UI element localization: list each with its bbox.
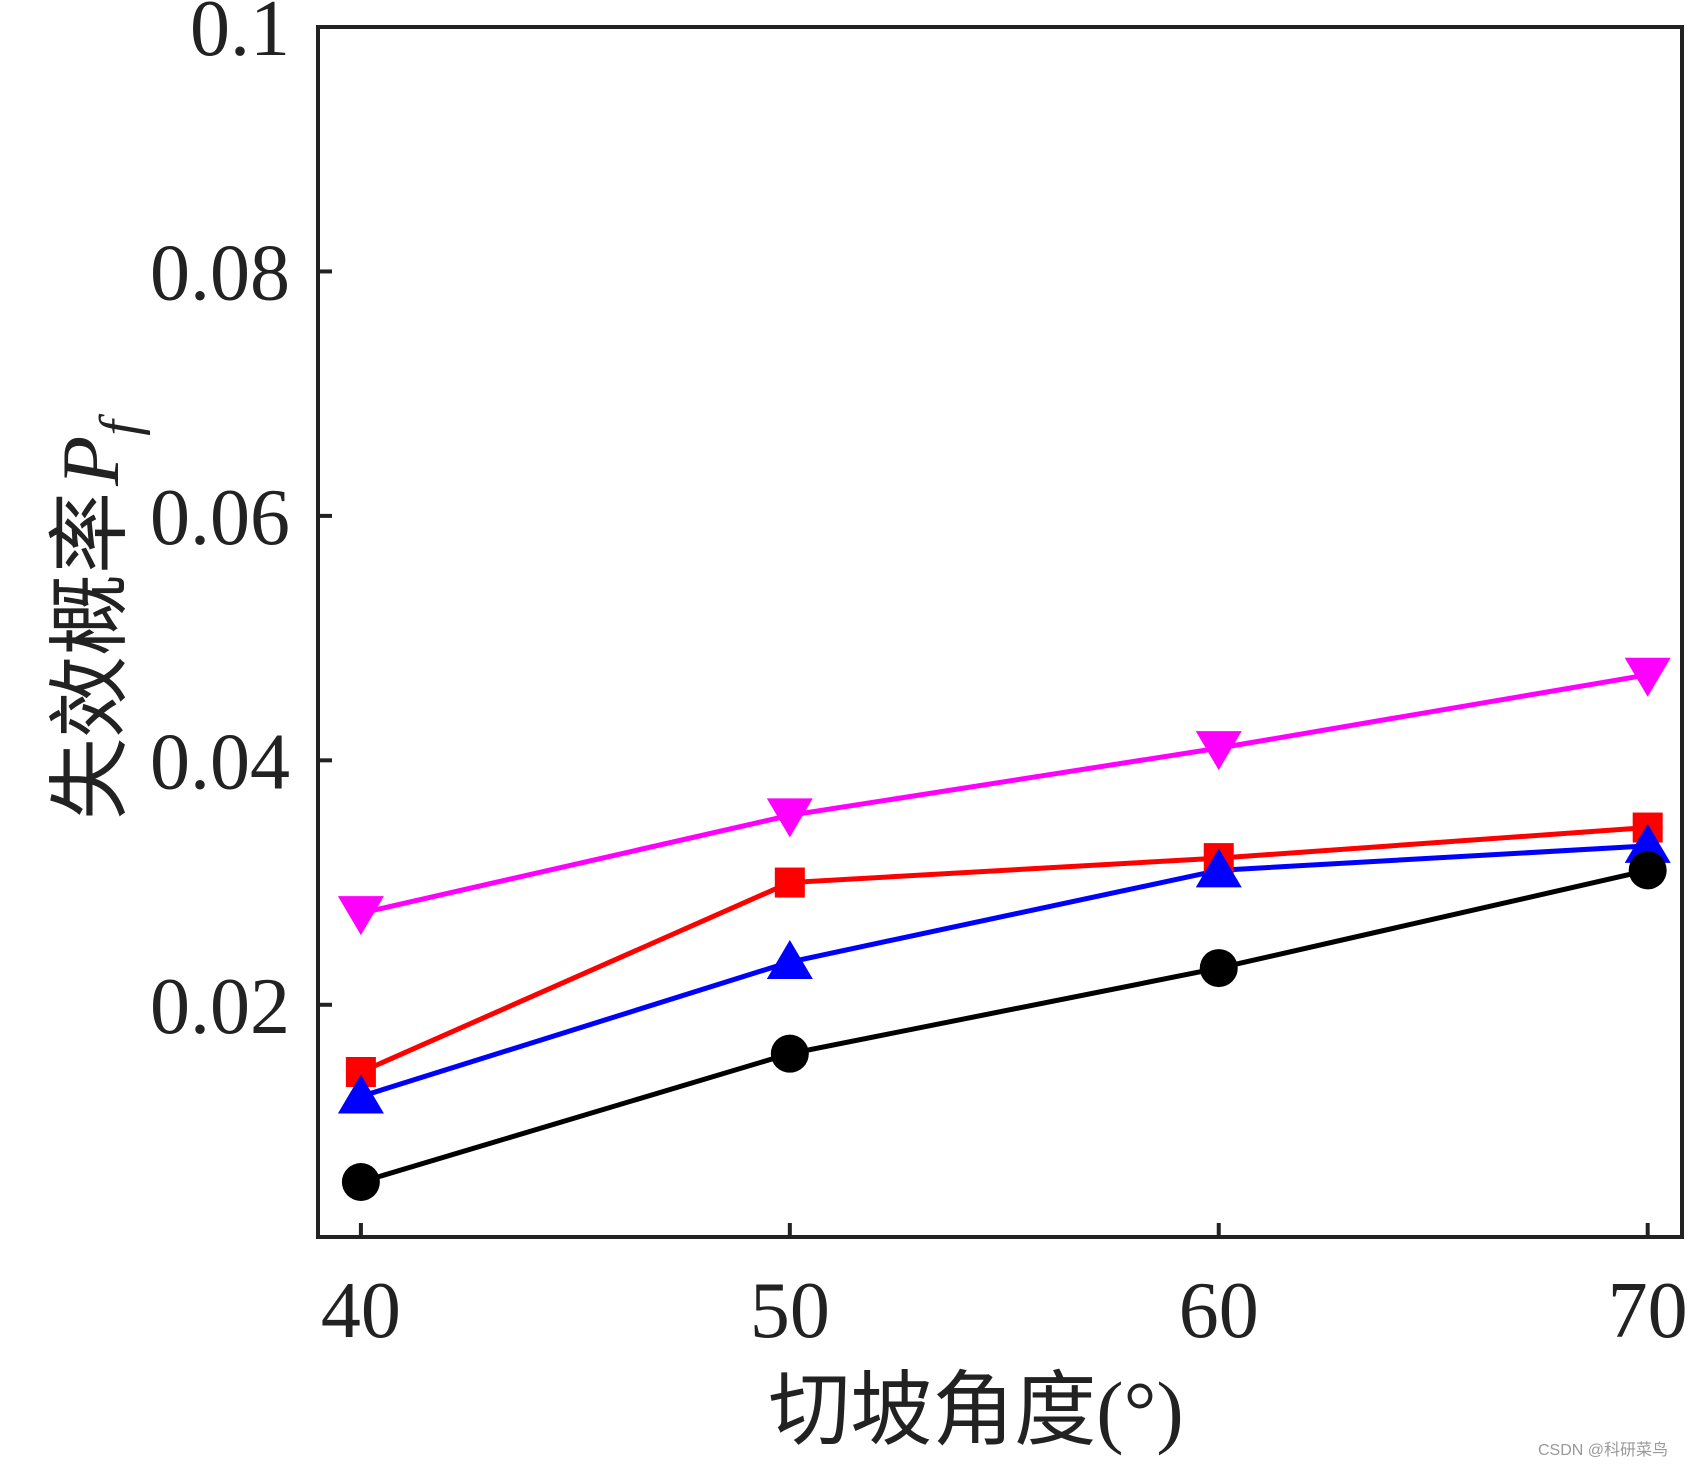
y-tick-label: 0.08 (150, 229, 290, 317)
series-line-blue-up-triangle (360, 843, 1648, 1099)
data-point-blue-up-triangle (1624, 823, 1671, 863)
y-axis-label-subscript: f (89, 413, 151, 436)
data-point-blue-up-triangle (766, 940, 813, 979)
plot-area (316, 25, 1684, 1239)
y-tick-label: 0.04 (150, 718, 290, 806)
data-point-black-circle (1628, 851, 1667, 890)
series-line-magenta-down-triangle (360, 672, 1649, 916)
x-tick-label: 50 (750, 1267, 830, 1355)
y-tick-label: 0.1 (190, 0, 290, 73)
data-point-black-circle (1199, 949, 1238, 988)
y-tick-label: 0.02 (150, 963, 290, 1051)
watermark: CSDN @科研菜鸟 (1537, 1442, 1668, 1459)
data-marks (337, 657, 1671, 1201)
x-tick-label: 60 (1179, 1267, 1259, 1355)
x-axis-label: 切坡角度(°) (768, 1365, 1183, 1456)
data-point-blue-up-triangle (1195, 848, 1242, 888)
x-tick-label: 70 (1608, 1267, 1688, 1355)
data-point-red-square (774, 867, 805, 898)
x-tick-label: 40 (321, 1267, 401, 1355)
series-line-black-circle (360, 867, 1649, 1185)
data-point-magenta-down-triangle (337, 896, 384, 936)
plot-frame (316, 25, 1684, 1239)
y-axis-label-text: 失效概率 (45, 492, 136, 820)
data-point-magenta-down-triangle (766, 798, 813, 838)
data-point-black-circle (770, 1034, 809, 1073)
data-point-magenta-down-triangle (1195, 731, 1242, 771)
y-axis-label-symbol: P (45, 436, 136, 487)
y-axis-label: 失效概率Pf (45, 413, 151, 820)
data-point-blue-up-triangle (337, 1074, 384, 1114)
axis-labels: 切坡角度(°) 失效概率Pf (45, 413, 1184, 1456)
data-point-black-circle (341, 1163, 380, 1201)
axis-ticks: 40 50 60 70 0.02 0.04 0.06 0.08 0.1 (150, 0, 1688, 1355)
series-line-red-square (359, 825, 1648, 1075)
y-tick-label: 0.06 (150, 474, 290, 562)
data-point-magenta-down-triangle (1624, 657, 1671, 697)
